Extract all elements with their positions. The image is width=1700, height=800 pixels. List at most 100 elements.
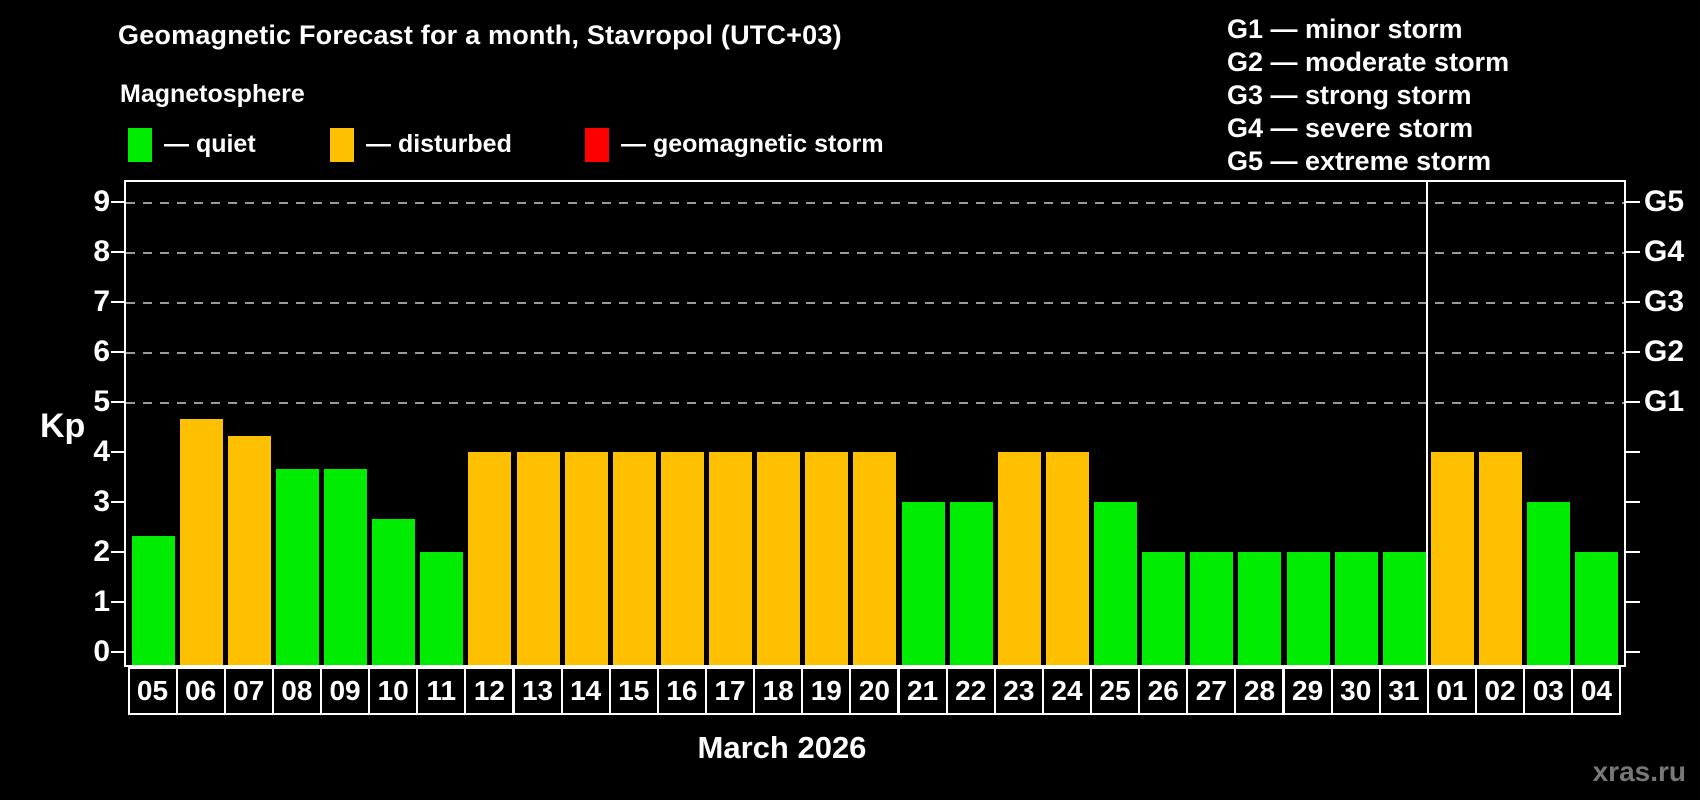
gridline-kp6 xyxy=(126,352,1624,354)
y-tick-label-6: 6 xyxy=(93,335,110,368)
gridline-kp7 xyxy=(126,302,1624,304)
bar-day-08 xyxy=(275,468,319,665)
bar-day-17 xyxy=(709,452,753,665)
bar-day-21 xyxy=(901,502,945,665)
y-tick-right-1 xyxy=(1626,601,1640,603)
right-axis-label-g3: G3 xyxy=(1644,285,1685,318)
y-tick-label-7: 7 xyxy=(93,285,110,318)
day-label-21: 21 xyxy=(897,667,948,715)
day-label-02: 02 xyxy=(1475,667,1526,715)
day-label-28: 28 xyxy=(1234,667,1285,715)
day-label-26: 26 xyxy=(1138,667,1189,715)
legend-label: — quiet xyxy=(164,130,256,158)
bar-day-01 xyxy=(1431,452,1474,665)
disturbed-color-swatch xyxy=(330,128,354,162)
bar-day-23 xyxy=(997,452,1041,665)
x-axis-title: March 2026 xyxy=(697,730,867,765)
y-tick-label-5: 5 xyxy=(93,385,110,418)
day-label-06: 06 xyxy=(175,667,226,715)
day-label-09: 09 xyxy=(320,667,371,715)
storm-color-swatch xyxy=(585,128,609,162)
day-label-15: 15 xyxy=(608,667,659,715)
y-tick-label-3: 3 xyxy=(93,485,110,518)
bar-day-02 xyxy=(1479,452,1523,665)
legend-label: — geomagnetic storm xyxy=(621,130,884,158)
day-label-04: 04 xyxy=(1571,667,1622,715)
page-title: Geomagnetic Forecast for a month, Stavro… xyxy=(118,20,842,50)
y-tick-right-3 xyxy=(1626,501,1640,503)
y-tick-label-2: 2 xyxy=(93,535,110,568)
storm-scale-g3: G3 — strong storm xyxy=(1227,80,1472,110)
bar-day-20 xyxy=(853,452,897,665)
day-label-11: 11 xyxy=(416,667,467,715)
chart-subtitle: Magnetosphere xyxy=(120,80,305,108)
gridline-kp5 xyxy=(126,402,1624,404)
storm-scale-g5: G5 — extreme storm xyxy=(1227,146,1492,176)
y-tick-left-7 xyxy=(111,301,125,303)
right-axis-label-g4: G4 xyxy=(1644,235,1685,268)
y-tick-label-0: 0 xyxy=(93,635,110,668)
bar-day-22 xyxy=(949,502,993,665)
plot-area xyxy=(124,180,1626,667)
day-label-05: 05 xyxy=(127,667,178,715)
y-tick-right-7 xyxy=(1626,301,1640,303)
bar-day-07 xyxy=(227,435,271,665)
y-tick-label-4: 4 xyxy=(93,435,110,468)
day-label-18: 18 xyxy=(753,667,804,715)
right-axis-label-g1: G1 xyxy=(1644,385,1685,418)
bar-day-25 xyxy=(1094,502,1138,665)
y-tick-left-0 xyxy=(111,651,125,653)
storm-scale-g1: G1 — minor storm xyxy=(1227,14,1463,44)
y-tick-left-1 xyxy=(111,601,125,603)
y-tick-left-6 xyxy=(111,351,125,353)
y-axis-title: Kp xyxy=(40,407,86,445)
bar-day-10 xyxy=(372,518,416,665)
day-label-01: 01 xyxy=(1427,667,1477,715)
storm-scale-g2: G2 — moderate storm xyxy=(1227,47,1510,77)
y-tick-right-0 xyxy=(1626,651,1640,653)
day-label-07: 07 xyxy=(223,667,274,715)
y-tick-right-2 xyxy=(1626,551,1640,553)
y-tick-right-5 xyxy=(1626,401,1640,403)
day-label-22: 22 xyxy=(945,667,996,715)
bar-day-30 xyxy=(1334,552,1378,665)
day-label-14: 14 xyxy=(560,667,611,715)
bar-day-09 xyxy=(324,468,368,665)
bar-day-13 xyxy=(516,452,560,665)
bar-day-16 xyxy=(660,452,704,665)
day-label-17: 17 xyxy=(705,667,756,715)
y-tick-label-9: 9 xyxy=(93,185,110,218)
day-label-31: 31 xyxy=(1378,667,1429,715)
watermark: xras.ru xyxy=(1592,756,1686,787)
day-label-20: 20 xyxy=(849,667,900,715)
bar-day-18 xyxy=(757,452,801,665)
bar-day-31 xyxy=(1382,552,1426,665)
day-label-29: 29 xyxy=(1282,667,1333,715)
day-label-13: 13 xyxy=(512,667,563,715)
y-tick-left-5 xyxy=(111,401,125,403)
y-tick-label-1: 1 xyxy=(93,585,110,618)
bar-day-29 xyxy=(1286,552,1330,665)
bar-day-24 xyxy=(1045,452,1089,665)
y-tick-right-6 xyxy=(1626,351,1640,353)
bar-day-14 xyxy=(564,452,608,665)
right-axis-label-g2: G2 xyxy=(1644,335,1685,368)
bar-day-05 xyxy=(131,535,175,665)
bar-day-11 xyxy=(420,552,464,665)
month-separator-line xyxy=(1426,182,1428,665)
quiet-color-swatch xyxy=(128,128,152,162)
right-axis-label-g5: G5 xyxy=(1644,185,1685,218)
day-label-30: 30 xyxy=(1330,667,1381,715)
day-label-19: 19 xyxy=(801,667,852,715)
bar-day-19 xyxy=(805,452,849,665)
day-label-03: 03 xyxy=(1523,667,1574,715)
y-tick-right-8 xyxy=(1626,251,1640,253)
y-tick-left-4 xyxy=(111,451,125,453)
day-label-25: 25 xyxy=(1090,667,1141,715)
bar-day-26 xyxy=(1142,552,1186,665)
bar-day-12 xyxy=(468,452,512,665)
day-label-24: 24 xyxy=(1041,667,1092,715)
y-tick-left-8 xyxy=(111,251,125,253)
gridline-kp9 xyxy=(126,202,1624,204)
